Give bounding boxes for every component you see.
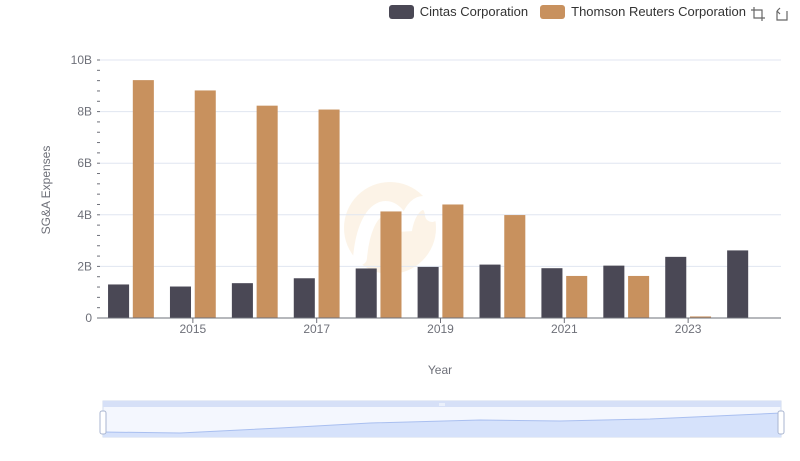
y-axis-title: SG&A Expenses [39,146,53,235]
bar-cintas-2019[interactable] [417,266,439,318]
slider-area [103,413,781,437]
slider-line [102,412,782,434]
x-tick-label: 2017 [303,322,330,336]
bar-cintas-2014[interactable] [108,284,130,318]
y-tick-label: 6B [77,156,92,170]
bar-thomson-reuters-2018[interactable] [380,211,402,318]
axes: 0 2B 4B 6B 8B 10B 2015 2017 2019 2021 2023 [71,53,781,336]
x-tick-label: 2023 [675,322,702,336]
y-tick-label: 10B [71,53,92,67]
x-tick-label: 2019 [427,322,454,336]
restore-icon[interactable] [774,6,790,22]
bar-cintas-2024[interactable] [727,250,749,318]
bar-cintas-2020[interactable] [479,264,501,318]
bar-thomson-reuters-2014[interactable] [132,80,154,319]
bar-thomson-reuters-2019[interactable] [442,204,464,318]
bar-thomson-reuters-2015[interactable] [194,90,216,318]
bar-thomson-reuters-2021[interactable] [566,275,588,318]
bar-thomson-reuters-2023[interactable] [689,316,712,318]
bar-cintas-2022[interactable] [603,265,625,318]
bar-cintas-2017[interactable] [293,278,315,318]
bars [108,80,749,319]
bar-cintas-2018[interactable] [355,268,377,318]
bar-cintas-2021[interactable] [541,268,563,318]
legend-item-cintas[interactable]: Cintas Corporation [388,4,529,19]
y-tick-label: 2B [77,259,92,273]
chart-toolbar [750,6,790,22]
legend-label-cintas: Cintas Corporation [419,4,529,19]
x-tick-label: 2015 [180,322,207,336]
bar-thomson-reuters-2020[interactable] [504,215,526,318]
x-axis-title: Year [428,363,452,377]
bar-thomson-reuters-2017[interactable] [318,109,340,318]
legend: Cintas Corporation Thomson Reuters Corpo… [388,4,746,19]
bar-cintas-2016[interactable] [231,283,253,318]
legend-item-thomson-reuters[interactable]: Thomson Reuters Corporation [540,4,746,19]
y-tick-label: 4B [77,208,92,222]
y-tick-label: 0 [85,311,92,325]
legend-swatch-thomson-reuters [540,4,566,19]
y-tick-label: 8B [77,105,92,119]
slider-handle-right[interactable] [777,410,785,435]
bar-thomson-reuters-2016[interactable] [256,105,278,318]
bar-thomson-reuters-2022[interactable] [628,275,650,318]
slider-handle-left[interactable] [99,410,107,435]
bar-cintas-2015[interactable] [169,286,192,318]
bar-cintas-2023[interactable] [665,256,687,318]
x-tick-label: 2021 [551,322,578,336]
zoom-icon[interactable] [750,6,766,22]
legend-label-thomson-reuters: Thomson Reuters Corporation [571,4,746,19]
slider-grip-icon[interactable] [439,403,445,406]
datazoom-slider[interactable] [99,400,785,438]
legend-swatch-cintas [388,4,414,19]
